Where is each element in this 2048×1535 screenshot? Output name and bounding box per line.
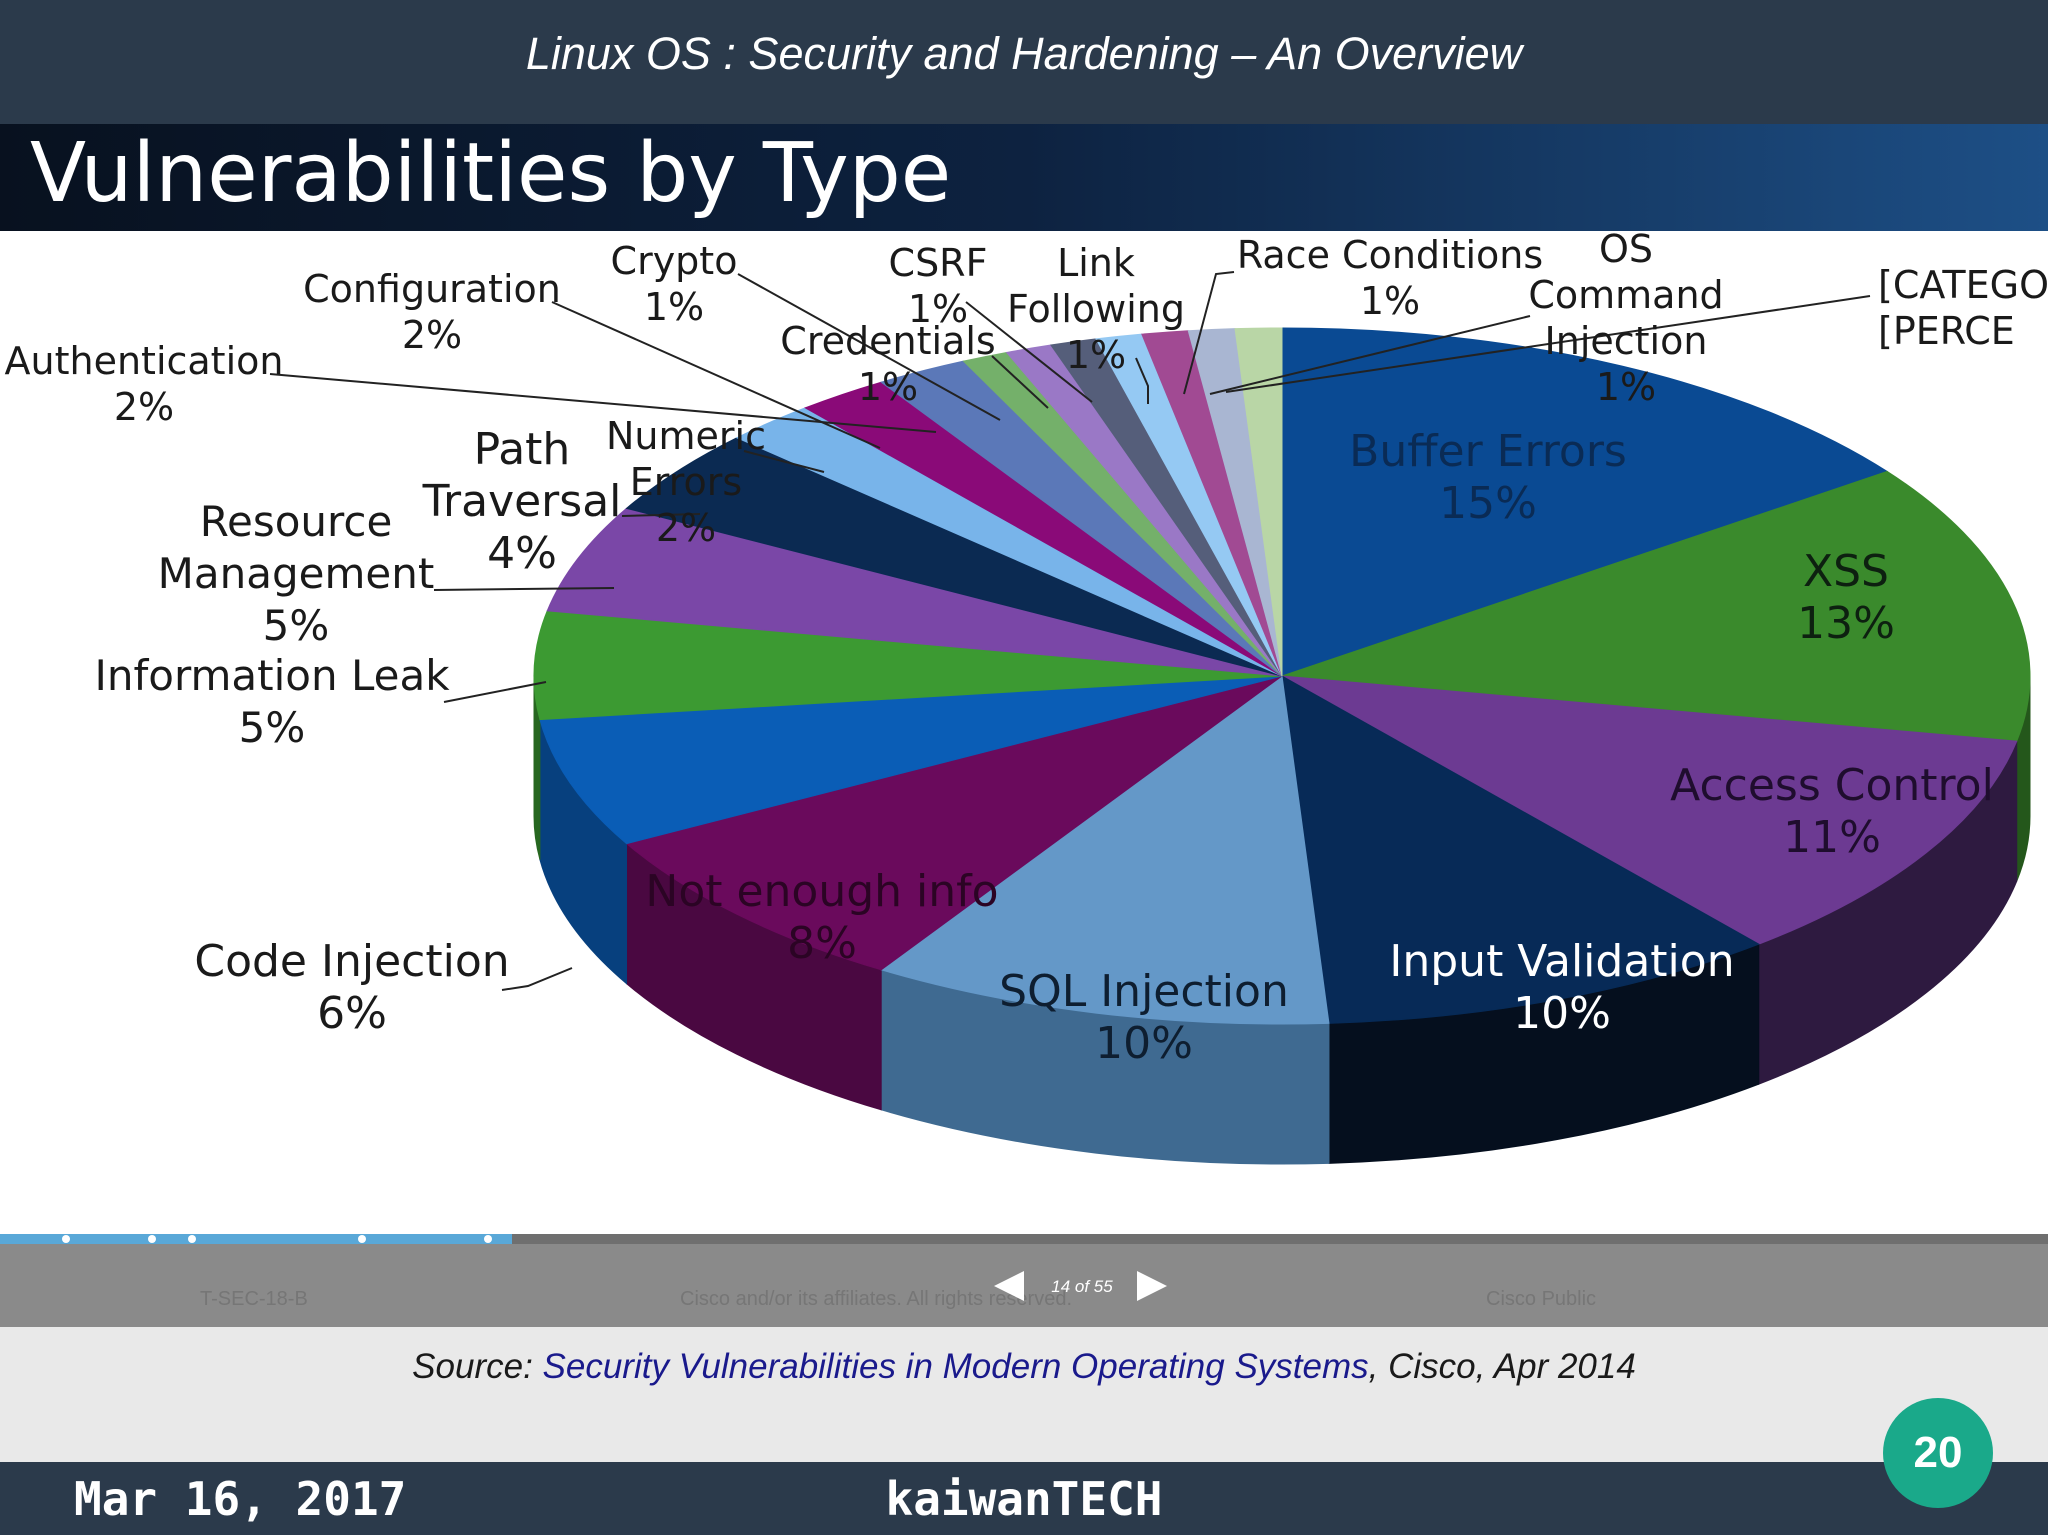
slide-banner: Vulnerabilities by Type	[0, 124, 2048, 231]
pie-slice-xss	[1281, 470, 2031, 742]
progress-marker	[188, 1235, 196, 1243]
source-suffix: , Cisco, Apr 2014	[1368, 1347, 1636, 1386]
pie-slice-information-leak	[533, 610, 1283, 721]
pie-slice-not-enough-info	[625, 675, 1283, 971]
slice-label-path-traversal: Path Traversal 4%	[422, 424, 622, 579]
progress-marker	[358, 1235, 366, 1243]
footer-code: T-SEC-18-B	[200, 1288, 308, 1310]
pie-slice-code-injection	[539, 675, 1283, 845]
leader-line-race-conditions	[1183, 271, 1235, 395]
leader-line-authentication	[269, 373, 937, 433]
slice-label-information-leak: Information Leak 5%	[94, 651, 450, 752]
slice-label-not-enough-info: Not enough info 8%	[645, 866, 998, 969]
page-indicator: 14 of 55	[1051, 1277, 1113, 1296]
next-slide-button[interactable]	[1137, 1271, 1167, 1301]
slice-label-xss: XSS 13%	[1797, 546, 1895, 649]
previous-slide-button[interactable]	[994, 1271, 1024, 1301]
slide-number-badge: 20	[1883, 1398, 1993, 1508]
footer-copyright: Cisco and/or its affiliates. All rights …	[680, 1288, 1073, 1310]
source-prefix: Source:	[412, 1347, 543, 1386]
presentation-header: Linux OS : Security and Hardening – An O…	[0, 0, 2048, 124]
leader-line-credentials	[991, 355, 1049, 409]
leader-line-link-following	[1135, 357, 1149, 404]
slice-label-input-validation: Input Validation 10%	[1389, 936, 1734, 1039]
slice-label-sql-injection: SQL Injection 10%	[999, 966, 1289, 1069]
slice-label-code-injection: Code Injection 6%	[194, 936, 509, 1039]
leader-line-crypto	[737, 273, 1001, 421]
slice-label-configuration: Configuration 2%	[303, 267, 561, 357]
footer-classification: Cisco Public	[1486, 1288, 1597, 1310]
leader-line-category-name	[1225, 295, 1871, 393]
slice-label-access-control: Access Control 11%	[1670, 760, 1994, 863]
pie-slice-category-name	[1234, 327, 1283, 677]
slide-title: Vulnerabilities by Type	[30, 126, 952, 221]
brand-name: kaiwanTECH	[885, 1472, 1163, 1526]
presentation-title: Linux OS : Security and Hardening – An O…	[525, 28, 1523, 79]
progress-fill	[0, 1234, 512, 1244]
progress-track[interactable]	[0, 1234, 2048, 1244]
leader-line-resource-management	[433, 587, 615, 591]
leader-line-code-injection	[501, 967, 573, 991]
pie-slice-sql-injection	[880, 675, 1330, 1025]
leader-line-configuration	[551, 301, 881, 449]
progress-marker	[484, 1235, 492, 1243]
slice-label-resource-management: Resource Management 5%	[158, 497, 435, 650]
leader-line-information-leak	[443, 681, 547, 703]
slice-label-race-conditions: Race Conditions 1%	[1237, 233, 1543, 323]
pie-slice-input-validation	[1281, 675, 1760, 1024]
source-area: Source: Security Vulnerabilities in Mode…	[0, 1327, 2048, 1462]
slice-label-credentials: Credentials 1%	[780, 319, 995, 409]
slice-label-numeric-errors: Numeric Errors 2%	[606, 414, 766, 550]
slice-label-os-command-injection: OS Command Injection 1%	[1528, 227, 1723, 409]
bottom-bar: Mar 16, 2017 kaiwanTECH	[0, 1462, 2048, 1535]
progress-marker	[148, 1235, 156, 1243]
slice-label-category-name: [CATEGO [PERCE	[1878, 263, 2048, 353]
slice-label-buffer-errors: Buffer Errors 15%	[1349, 426, 1627, 529]
source-link[interactable]: Security Vulnerabilities in Modern Opera…	[542, 1347, 1369, 1386]
slice-label-link-following: Link Following 1%	[1007, 241, 1185, 377]
slide-image: Vulnerabilities by Type Buffer Errors 15%…	[0, 124, 2048, 1327]
leader-line-os-command-injection	[1209, 315, 1531, 395]
pie-chart: Buffer Errors 15% XSS 13% Access Control 11% I…	[5, 227, 2048, 1165]
pie-slice-resource-management	[546, 507, 1283, 677]
source-citation: Source: Security Vulnerabilities in Mode…	[0, 1347, 2048, 1387]
slice-label-csrf: CSRF 1%	[889, 241, 988, 331]
presentation-date: Mar 16, 2017	[74, 1472, 407, 1526]
slice-label-authentication: Authentication 2%	[5, 339, 284, 429]
pie-slice-buffer-errors	[1281, 327, 1889, 677]
progress-marker	[62, 1235, 70, 1243]
pie-slice-access-control	[1281, 675, 2018, 945]
leader-line-numeric-errors	[743, 450, 825, 473]
slice-label-crypto: Crypto 1%	[611, 239, 738, 329]
slide-footer-strip	[0, 1234, 2048, 1327]
leader-line-csrf	[965, 301, 1093, 403]
leader-line-path-traversal	[621, 513, 701, 517]
pie-slice-path-traversal	[625, 437, 1283, 677]
